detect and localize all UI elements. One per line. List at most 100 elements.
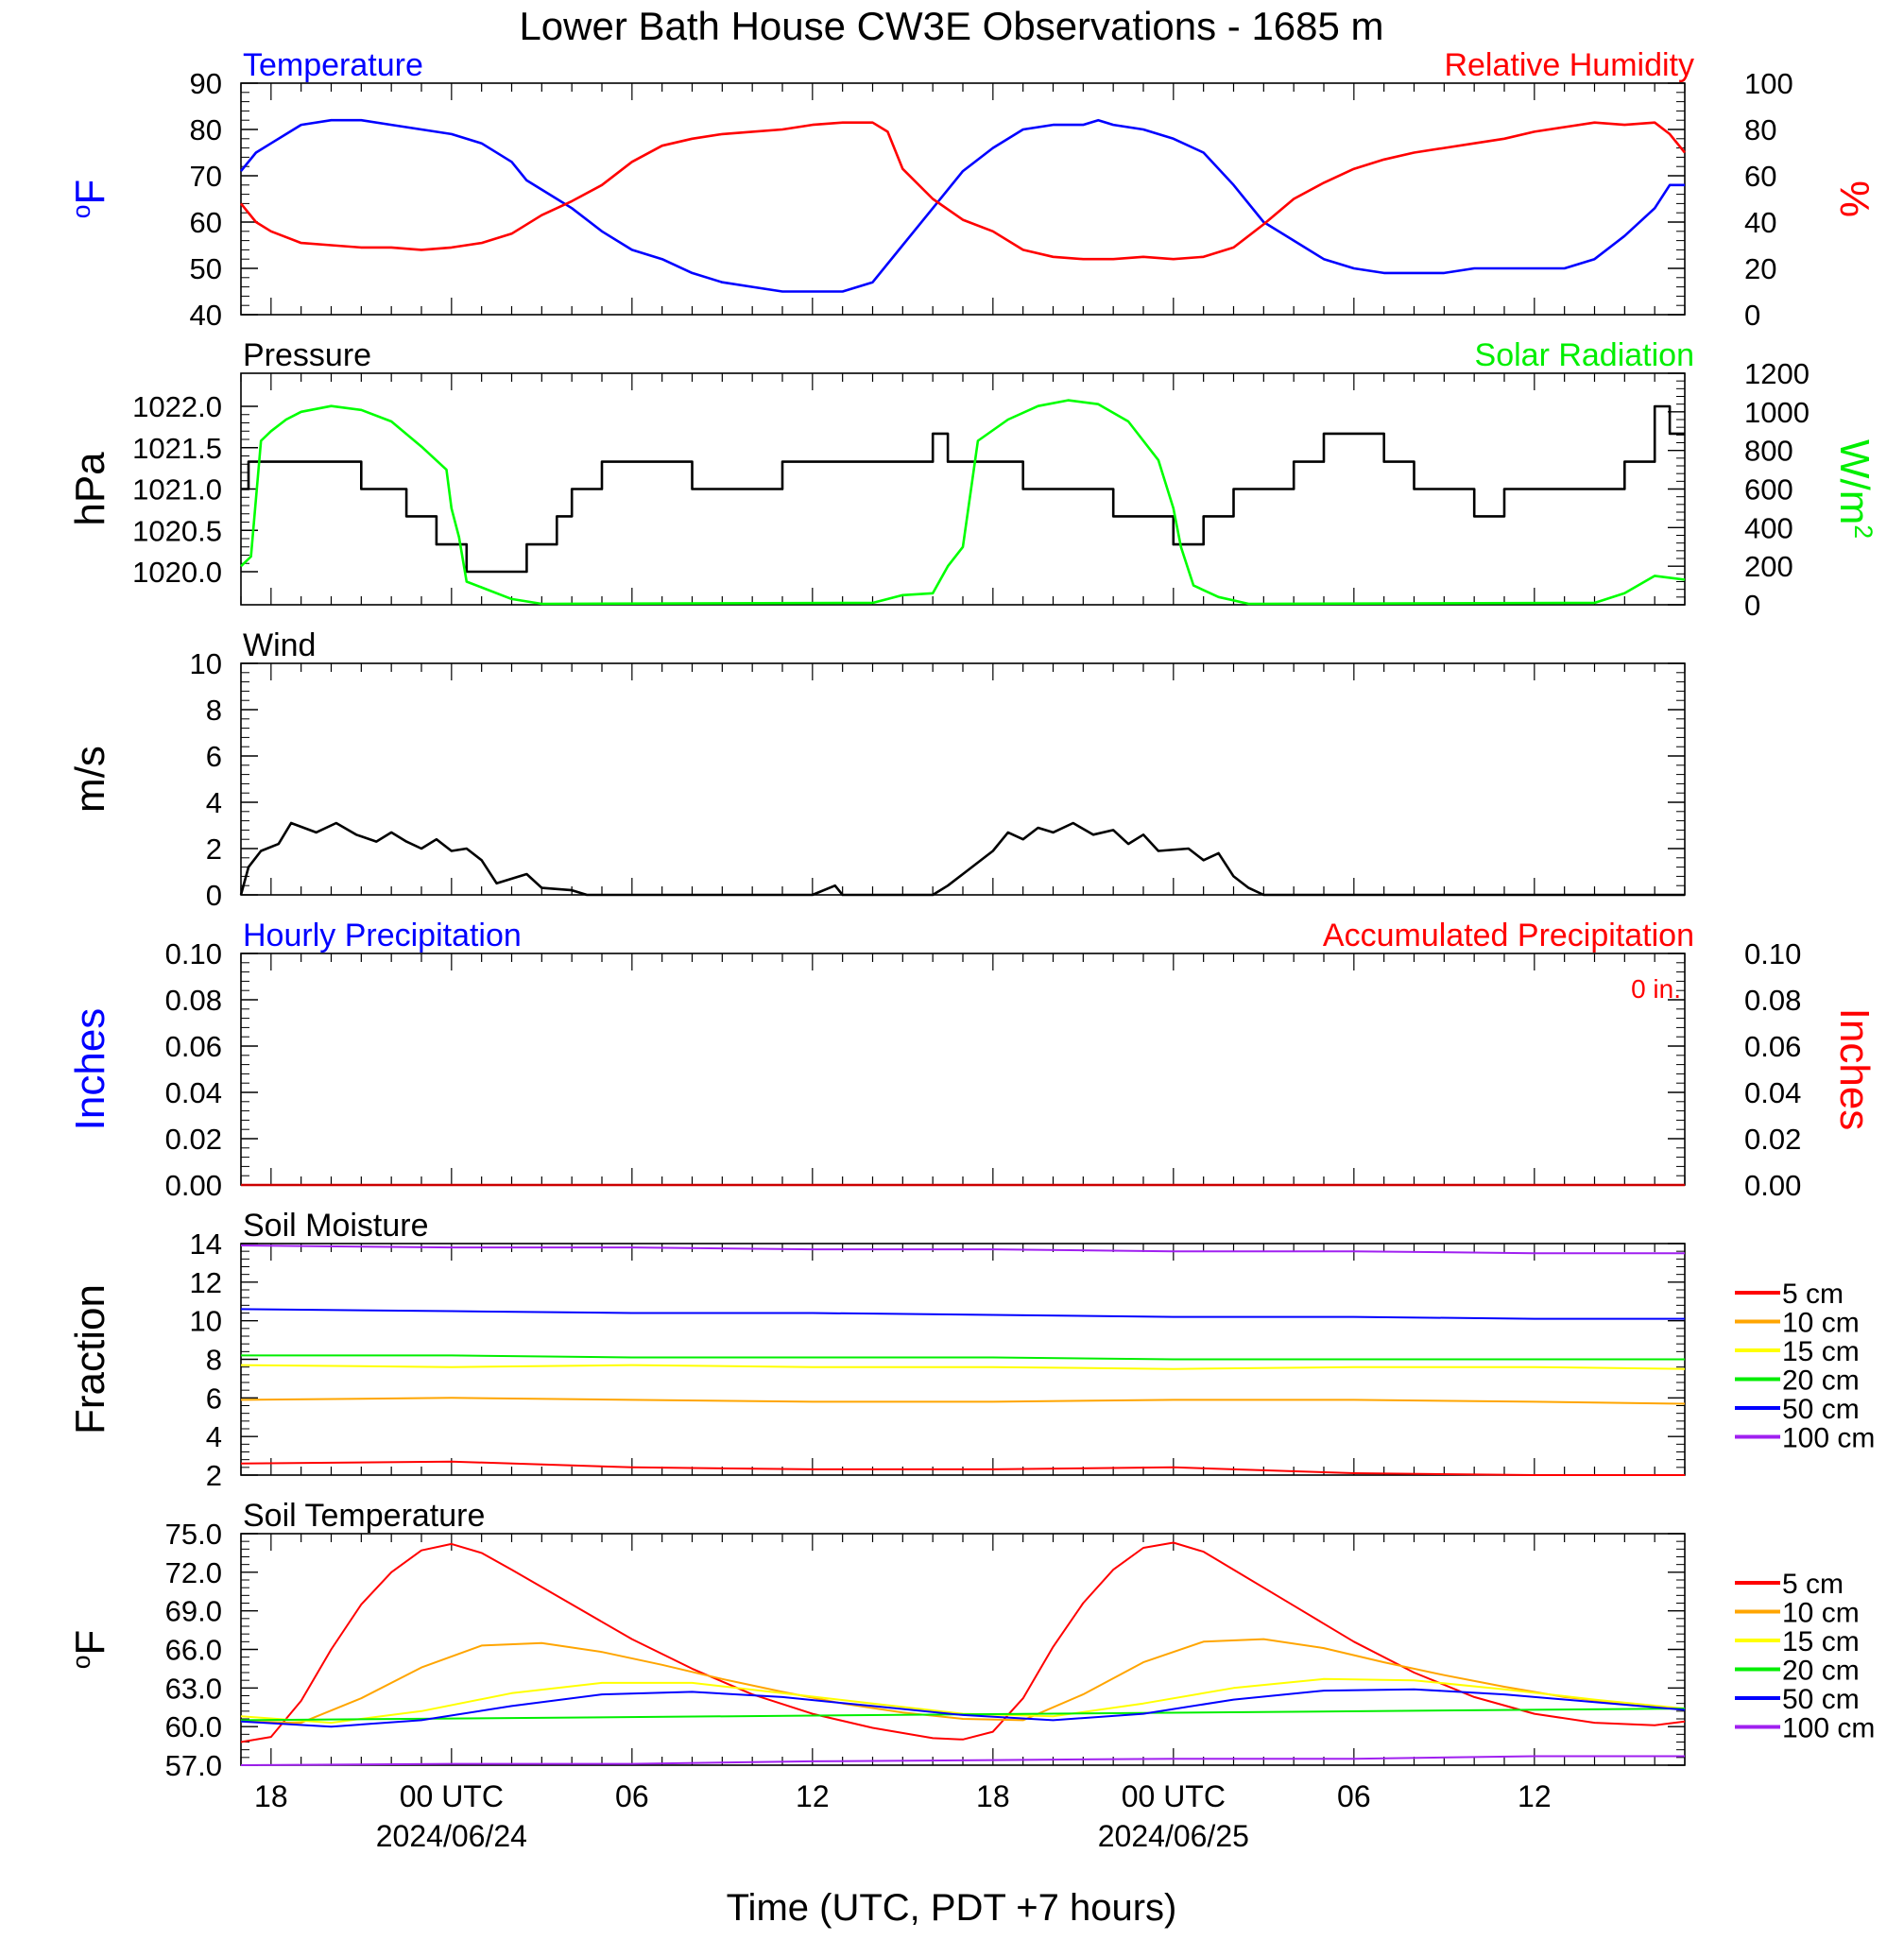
- y-tick-label: 90: [190, 67, 222, 100]
- y-axis-left: 40 50 60 70 80 90: [190, 67, 258, 332]
- series-line-50-cm: [240, 1308, 1685, 1320]
- y-axis-right: [1668, 662, 1685, 896]
- series-line-15-cm: [240, 1364, 1686, 1370]
- panel-title-right: Accumulated Precipitation: [1323, 918, 1694, 953]
- y-tick-label: 1020.0: [132, 556, 222, 589]
- y-tick-label: 12: [190, 1266, 222, 1299]
- y-axis-label-left: hPa: [67, 452, 113, 526]
- x-tick-label: 00 UTC: [1122, 1779, 1226, 1813]
- y-tick-label-right: 400: [1744, 511, 1793, 544]
- series-group: [240, 1541, 1686, 1766]
- y-tick-label: 1021.0: [132, 473, 222, 506]
- y-tick-label: 0.02: [165, 1123, 222, 1156]
- y-axis-left: 0 2 4 6 8 10: [190, 647, 258, 912]
- series-line-wind: [239, 821, 1685, 897]
- x-ticks: [240, 83, 1686, 315]
- series-group: [240, 399, 1686, 606]
- y-tick-label-right: 0: [1744, 589, 1760, 622]
- panel-6: 57.0 60.0 63.0 66.0 69.0 72.0 75.0 Soil Tempera…: [67, 1498, 1875, 1782]
- y-tick-label: 72.0: [165, 1556, 222, 1589]
- y-tick-label-right: 20: [1744, 252, 1776, 285]
- legend-label: 10 cm: [1782, 1598, 1860, 1629]
- legend-label: 10 cm: [1782, 1308, 1860, 1339]
- y-axis-right: 0.00 0.02 0.04 0.06 0.08 0.10: [1668, 937, 1801, 1202]
- x-tick-label: 18: [254, 1779, 288, 1813]
- legend-label: 20 cm: [1782, 1656, 1860, 1687]
- series-line-10-cm: [240, 1638, 1686, 1725]
- plot-frame: [240, 662, 1686, 896]
- y-tick-label: 80: [190, 113, 222, 146]
- x-tick-label: 12: [1518, 1779, 1552, 1813]
- x-ticks: [240, 953, 1686, 1185]
- y-tick-label: 57.0: [165, 1749, 222, 1782]
- x-ticks: [240, 663, 1686, 895]
- plot-frame: [240, 1533, 1686, 1766]
- y-tick-label: 1022.0: [132, 390, 222, 423]
- panel-title-left: Pressure: [243, 337, 371, 373]
- x-ticks: [240, 1534, 1686, 1765]
- y-axis-left: 2 4 6 8 10 12 14: [190, 1228, 258, 1492]
- series-group: [239, 821, 1685, 897]
- y-tick-label-right: 200: [1744, 550, 1793, 583]
- y-tick-label: 50: [190, 252, 222, 285]
- panel-4: 0.00 0.02 0.04 0.06 0.08 0.10 0.00 0.02 0.04 0.06…: [67, 918, 1878, 1202]
- y-tick-label: 63.0: [165, 1672, 222, 1705]
- y-tick-label: 75.0: [165, 1518, 222, 1551]
- y-tick-label-right: 1000: [1744, 396, 1810, 429]
- y-axis-label-left: m/s: [67, 746, 113, 813]
- y-tick-label-right: 0: [1744, 299, 1760, 332]
- y-tick-label: 10: [190, 1305, 222, 1338]
- y-axis-label-left: oF: [67, 1630, 113, 1670]
- y-axis-left: 57.0 60.0 63.0 66.0 69.0 72.0 75.0: [165, 1518, 258, 1782]
- y-axis-label-right: %: [1831, 180, 1878, 217]
- legend-label: 50 cm: [1782, 1394, 1860, 1425]
- y-tick-label: 0: [206, 879, 222, 912]
- y-tick-label: 70: [190, 160, 222, 193]
- y-tick-label-right: 0.08: [1744, 984, 1801, 1017]
- y-tick-label: 8: [206, 1344, 222, 1377]
- y-tick-label: 1020.5: [132, 514, 222, 547]
- x-tick-label: 00 UTC: [400, 1779, 504, 1813]
- y-tick-label-right: 0.06: [1744, 1030, 1801, 1063]
- legend-label: 5 cm: [1782, 1569, 1844, 1600]
- series-line-solar-radiation: [240, 399, 1686, 606]
- y-tick-label: 0.08: [165, 984, 222, 1017]
- series-line-100-cm: [240, 1755, 1685, 1766]
- y-tick-label-right: 1200: [1744, 357, 1810, 390]
- y-tick-label: 4: [206, 786, 222, 819]
- panel-title-left: Soil Temperature: [243, 1498, 485, 1534]
- y-tick-label-right: 0.04: [1744, 1076, 1801, 1109]
- series-line-relative-humidity: [239, 121, 1687, 261]
- panel-1: 40 50 60 70 80 90 0 20 40 60 80 100 Temperature Relat…: [67, 47, 1878, 332]
- y-axis-right: 0 20 40 60 80 100: [1668, 67, 1793, 332]
- series-line-20-cm: [241, 1354, 1685, 1361]
- y-tick-label: 60.0: [165, 1710, 222, 1743]
- y-axis-left: 0.00 0.02 0.04 0.06 0.08 0.10: [165, 937, 258, 1202]
- x-tick-label: 06: [615, 1779, 649, 1813]
- y-tick-label-right: 80: [1744, 113, 1776, 146]
- panel-title-left: Hourly Precipitation: [243, 918, 522, 953]
- y-tick-label-right: 600: [1744, 473, 1793, 506]
- legend-label: 20 cm: [1782, 1365, 1860, 1397]
- plot-frame: [240, 953, 1686, 1186]
- y-axis-left: 1020.0 1020.5 1021.0 1021.5 1022.0: [132, 390, 258, 589]
- panel-title-left: Soil Moisture: [243, 1208, 429, 1244]
- legend-label: 5 cm: [1782, 1279, 1844, 1310]
- y-axis-label-left: Inches: [67, 1008, 113, 1131]
- y-tick-label: 6: [206, 740, 222, 773]
- legend-label: 15 cm: [1782, 1336, 1860, 1367]
- y-axis-label-right: Inches: [1831, 1008, 1878, 1131]
- series-line-pressure: [241, 404, 1685, 574]
- y-axis-right: 0 200 400 600 800 1000 1200: [1668, 357, 1810, 622]
- y-tick-label-right: 100: [1744, 67, 1793, 100]
- y-tick-label-right: 60: [1744, 160, 1776, 193]
- panel-3: 0 2 4 6 8 10 Wind m/s: [67, 627, 1686, 912]
- series-line-5-cm: [240, 1541, 1686, 1743]
- y-tick-label-right: 0.00: [1744, 1169, 1801, 1202]
- y-tick-label: 14: [190, 1228, 222, 1261]
- y-tick-label: 40: [190, 299, 222, 332]
